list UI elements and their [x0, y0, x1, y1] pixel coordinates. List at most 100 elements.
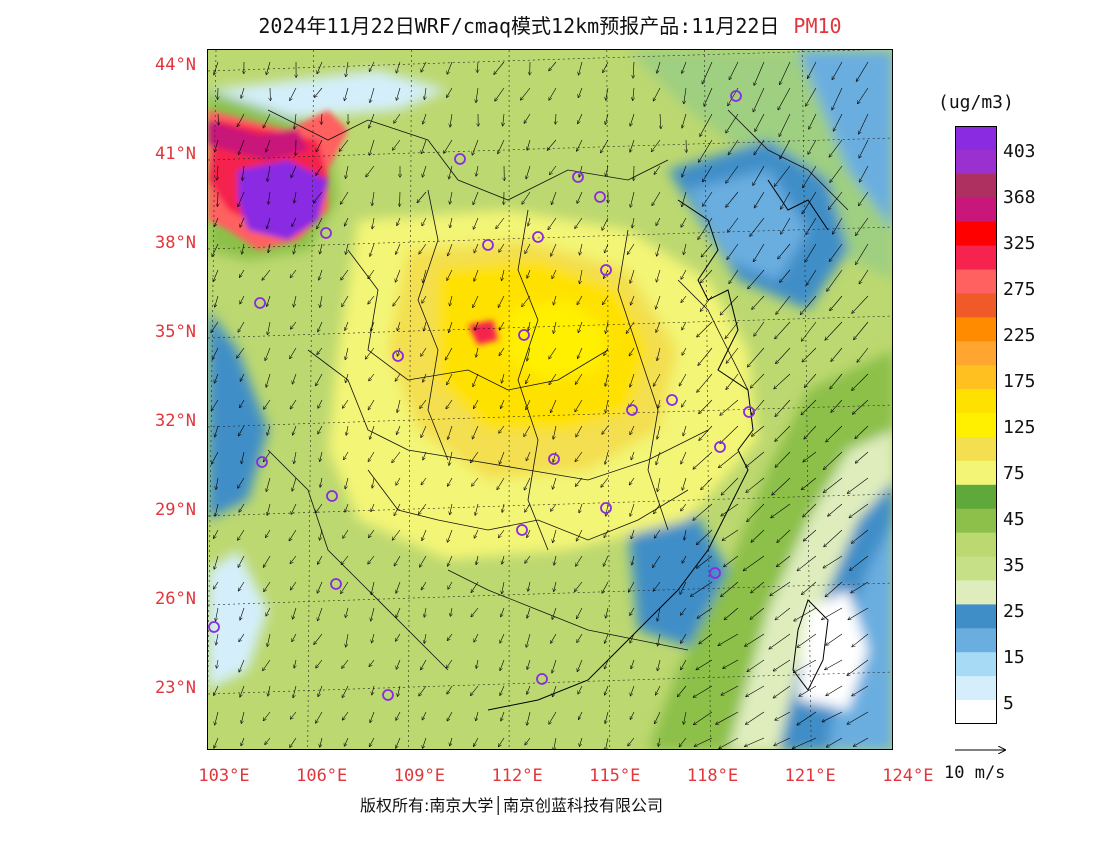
- wind-vector: [747, 503, 765, 522]
- wind-vector: [502, 581, 505, 594]
- colorbar-swatch: [955, 508, 997, 534]
- wind-vector: [552, 659, 557, 673]
- wind-vector: [496, 217, 505, 229]
- station-marker: [600, 264, 612, 276]
- wind-vector: [471, 685, 479, 695]
- wind-vector: [342, 711, 349, 720]
- wind-vector: [577, 191, 583, 203]
- station-marker: [548, 453, 560, 465]
- wind-vector: [215, 503, 219, 516]
- wind-vector: [497, 477, 505, 490]
- wind-vector: [754, 321, 765, 336]
- station-marker: [714, 441, 726, 453]
- wind-vector: [553, 529, 557, 543]
- wind-vector: [847, 659, 869, 675]
- wind-vector: [554, 555, 556, 565]
- wind-vector: [294, 451, 297, 463]
- wind-vector: [527, 269, 531, 278]
- wind-vector: [852, 685, 869, 696]
- colorbar-label: 5: [1003, 693, 1014, 714]
- wind-vector: [472, 477, 479, 486]
- wind-vector: [575, 217, 583, 228]
- wind-vector: [606, 87, 609, 100]
- wind-vector: [693, 451, 713, 469]
- wind-vector: [476, 347, 478, 357]
- wind-vector: [214, 529, 219, 538]
- wind-vector: [341, 581, 349, 593]
- wind-vector: [804, 529, 817, 541]
- station-markers: [208, 90, 755, 701]
- station-marker: [600, 502, 612, 514]
- wind-vector: [264, 399, 271, 409]
- wind-vector: [678, 685, 687, 697]
- wind-vector: [697, 321, 713, 337]
- wind-vector: [372, 477, 374, 488]
- wind-vector: [213, 269, 219, 281]
- wind-vector: [341, 269, 349, 280]
- colorbar-swatch: [955, 604, 997, 629]
- wind-vector: [290, 347, 297, 359]
- colorbar-label: 368: [1003, 187, 1036, 208]
- wind-vector: [525, 737, 531, 745]
- wind-vector: [850, 555, 869, 570]
- wind-vector: [369, 737, 375, 747]
- wind-vector: [605, 659, 609, 669]
- wind-vector: [700, 113, 713, 136]
- wind-vector: [450, 113, 453, 127]
- wind-vector: [657, 61, 661, 73]
- wind-vector: [848, 477, 869, 493]
- wind-vector: [214, 685, 219, 695]
- wind-vector: [449, 321, 453, 332]
- wind-vector: [830, 373, 843, 389]
- wind-vector: [238, 529, 245, 540]
- wind-vector: [397, 399, 401, 412]
- wind-vector: [345, 321, 349, 330]
- wind-vector: [703, 191, 713, 206]
- wind-vector: [266, 373, 271, 387]
- wind-vector: [267, 425, 271, 435]
- wind-vector: [802, 191, 817, 214]
- colorbar-swatch: [955, 341, 997, 366]
- wind-vector: [471, 607, 479, 617]
- wind-vector: [528, 321, 530, 331]
- wind-vector: [576, 425, 583, 437]
- wind-vector: [776, 295, 791, 314]
- wind-vector: [856, 243, 869, 264]
- wind-vector: [501, 711, 505, 721]
- wind-vector: [605, 711, 609, 723]
- wind-vector: [699, 399, 713, 414]
- wind-vector: [474, 737, 479, 746]
- wind-vector: [680, 581, 687, 594]
- lat-label: 32°N: [155, 411, 196, 431]
- wind-vector: [699, 139, 713, 162]
- wind-vector: [577, 295, 583, 305]
- wind-vector: [262, 269, 271, 280]
- lon-label: 109°E: [393, 766, 445, 786]
- wind-vector: [476, 555, 478, 565]
- wind-vector: [694, 711, 713, 725]
- wind-vector: [653, 87, 661, 101]
- colorbar-swatch: [955, 460, 997, 486]
- colorbar-swatch: [955, 700, 997, 724]
- wind-vector: [552, 607, 557, 619]
- wind-vector: [263, 711, 271, 721]
- wind-vector: [242, 243, 245, 254]
- wind-vector: [320, 737, 323, 747]
- wind-vector: [218, 191, 219, 206]
- wind-vector: [778, 243, 791, 259]
- wind-vector: [829, 243, 843, 261]
- wind-vector: [289, 529, 297, 541]
- wind-vector: [627, 243, 635, 254]
- wind-vector: [526, 165, 531, 179]
- station-marker: [330, 578, 342, 590]
- wind-vectors: [211, 61, 869, 749]
- wind-vector: [292, 477, 297, 491]
- wind-vector: [499, 243, 505, 252]
- wind-vector: [290, 555, 297, 564]
- wind-vector: [526, 451, 531, 461]
- wind-vector: [422, 711, 427, 720]
- wind-vector: [419, 685, 427, 696]
- wind-vector: [240, 399, 245, 408]
- wind-vector: [339, 139, 349, 151]
- wind-vector: [447, 529, 453, 542]
